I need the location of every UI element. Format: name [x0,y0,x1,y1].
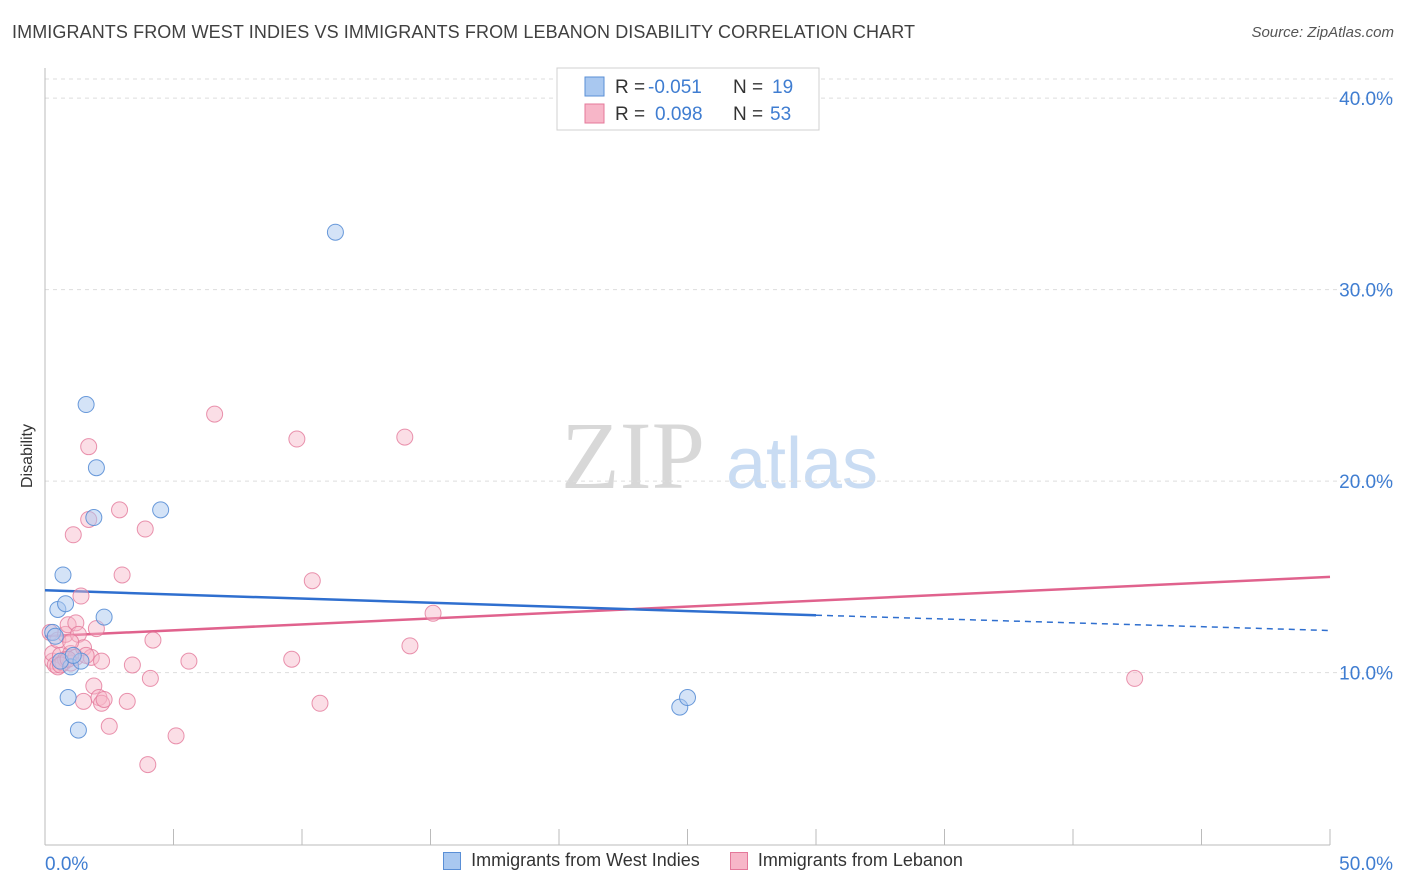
stats-r-label-lebanon: R = [615,104,645,125]
watermark: ZIP atlas [561,402,878,509]
point-lebanon [180,652,198,670]
point-lebanon [111,501,129,519]
stats-swatch-west-indies [584,76,605,97]
point-lebanon [64,526,82,544]
legend-item-west-indies: Immigrants from West Indies [443,850,700,871]
point-lebanon [396,428,414,446]
y-tick-label: 40.0% [1339,89,1393,110]
point-lebanon [283,650,301,668]
point-lebanon [288,430,306,448]
point-lebanon [95,690,113,708]
point-lebanon [118,692,136,710]
point-west-indies [77,396,95,414]
trend-line-lebanon [44,575,1331,638]
stats-swatch-lebanon [584,103,605,124]
point-lebanon [136,520,154,538]
stats-r-value-lebanon: 0.098 [655,104,703,125]
point-lebanon [100,717,118,735]
point-lebanon [75,692,93,710]
legend-swatch-lebanon [729,851,748,870]
stats-n-label-west-indies: N = [733,77,763,98]
stats-r-label-west-indies: R = [615,77,645,98]
chart-title: IMMIGRANTS FROM WEST INDIES VS IMMIGRANT… [12,22,916,42]
x-tick-label: 50.0% [1339,854,1393,875]
point-lebanon [303,572,321,590]
point-lebanon [93,652,111,670]
stats-n-value-lebanon: 53 [770,104,791,125]
stats-n-label-lebanon: N = [733,104,763,125]
point-west-indies [85,509,103,527]
point-lebanon [141,669,159,687]
point-lebanon [113,566,131,584]
point-west-indies [679,689,696,707]
point-west-indies [69,721,87,739]
point-lebanon [167,727,185,745]
y-tick-label: 30.0% [1339,281,1393,302]
point-lebanon [123,656,141,674]
data-points [41,223,1144,774]
point-lebanon [72,587,90,605]
point-lebanon [139,756,157,774]
watermark-zip: ZIP [561,402,705,509]
legend-label-west-indies: Immigrants from West Indies [471,850,700,870]
point-lebanon [424,604,442,622]
tick-labels: 10.0% 20.0% 30.0% 40.0% 0.0% 50.0% [45,89,1393,875]
legend-swatch-west-indies [443,851,462,870]
y-tick-label: 10.0% [1339,664,1393,685]
x-tick-label: 0.0% [45,854,88,875]
point-west-indies [64,646,82,664]
stats-legend: R = -0.051 N = 19 R = 0.098 N = 53 [556,67,820,131]
stats-n-value-west-indies: 19 [772,77,793,98]
point-west-indies [59,689,77,707]
point-west-indies [87,459,105,477]
legend-item-lebanon: Immigrants from Lebanon [729,850,963,871]
stats-r-value-west-indies: -0.051 [648,77,702,98]
legend-label-lebanon: Immigrants from Lebanon [757,850,963,870]
point-lebanon [1126,669,1144,687]
point-lebanon [401,637,419,655]
bottom-legend: Immigrants from West Indies Immigrants f… [0,850,1406,871]
point-west-indies [46,627,64,645]
point-west-indies [326,223,344,241]
watermark-atlas: atlas [726,424,878,504]
point-lebanon [80,438,98,456]
point-west-indies [152,501,170,519]
point-west-indies [54,566,72,584]
trend-line-west-indies [44,589,817,617]
point-lebanon [144,631,162,649]
axes [44,68,1331,846]
trend-lines [44,575,1331,638]
point-west-indies [57,595,75,613]
point-west-indies [95,608,113,626]
point-lebanon [311,694,329,712]
trend-line-west-indies-extension [815,614,1331,632]
point-lebanon [206,405,224,423]
source-label: Source: ZipAtlas.com [1251,24,1394,41]
y-tick-label: 20.0% [1339,472,1393,493]
